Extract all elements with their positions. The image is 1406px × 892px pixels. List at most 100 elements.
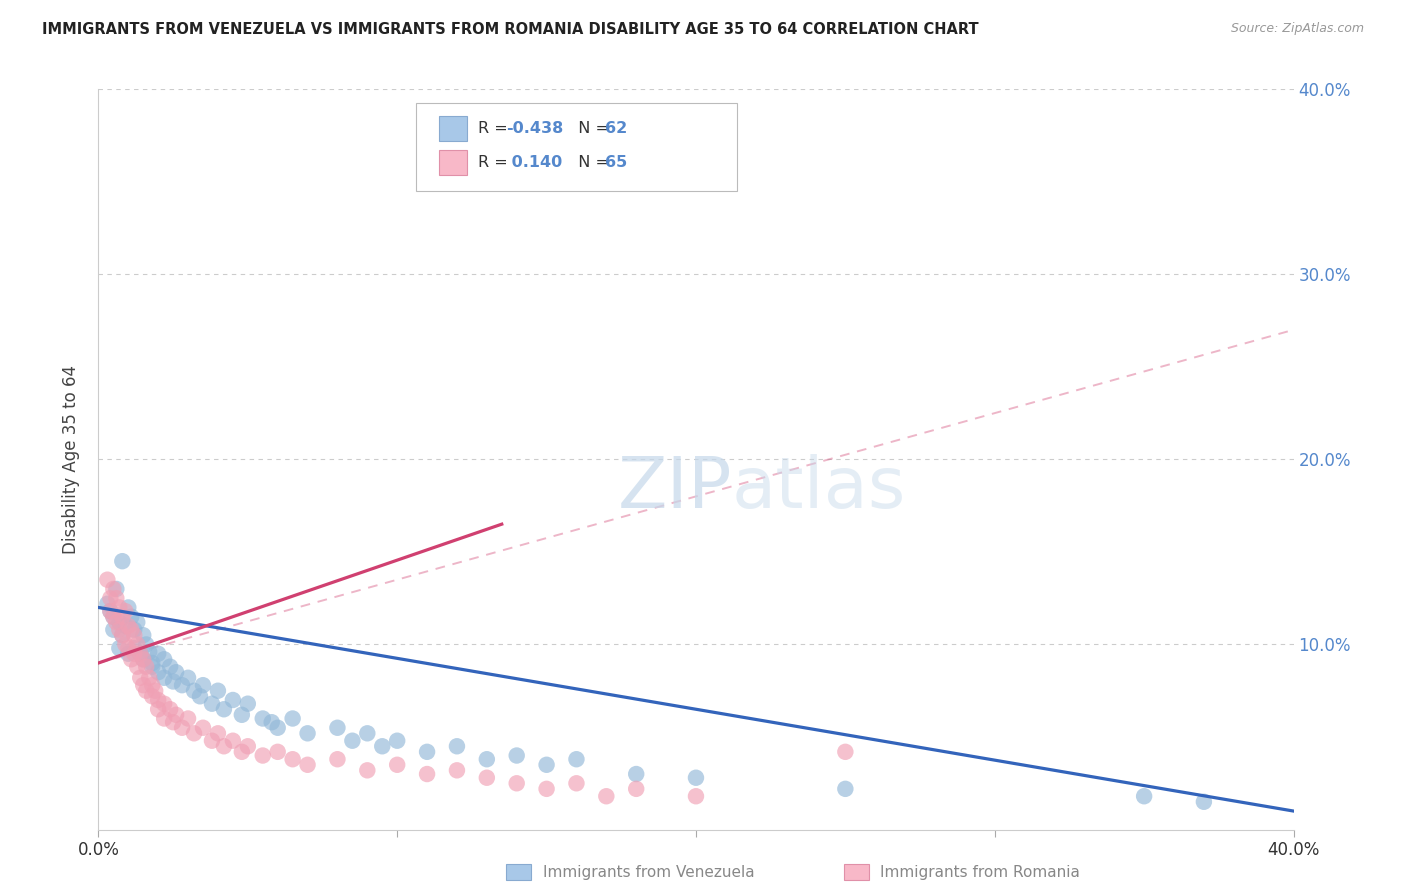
Point — [124, 647, 146, 661]
Point — [98, 591, 122, 606]
Point — [120, 652, 142, 666]
Point — [117, 600, 139, 615]
Point — [252, 712, 274, 726]
Point — [252, 748, 274, 763]
Point — [326, 752, 349, 766]
Point — [183, 726, 205, 740]
Point — [207, 683, 229, 698]
Text: ZIP: ZIP — [617, 455, 733, 524]
Point — [111, 609, 134, 624]
Point — [111, 628, 134, 642]
Point — [446, 764, 468, 778]
Point — [267, 745, 290, 759]
Point — [236, 697, 259, 711]
Point — [129, 671, 152, 685]
Point — [117, 641, 139, 656]
Point — [108, 641, 131, 656]
Point — [127, 615, 149, 630]
Point — [260, 715, 283, 730]
Point — [124, 623, 146, 637]
Point — [148, 665, 170, 680]
Point — [117, 619, 139, 633]
Y-axis label: Disability Age 35 to 64: Disability Age 35 to 64 — [62, 365, 80, 554]
Text: R =: R = — [478, 155, 513, 169]
Point — [111, 554, 134, 568]
Text: 0.140: 0.140 — [506, 155, 562, 169]
Point — [356, 764, 378, 778]
Point — [103, 623, 125, 637]
Point — [177, 712, 200, 726]
Point — [685, 771, 707, 785]
Point — [297, 726, 319, 740]
Point — [98, 604, 122, 618]
Point — [201, 733, 224, 747]
Point — [124, 628, 146, 642]
Point — [103, 609, 125, 624]
Point — [342, 733, 364, 747]
Point — [114, 619, 136, 633]
Point — [141, 678, 163, 692]
Point — [120, 623, 142, 637]
Point — [506, 776, 529, 790]
Point — [565, 752, 588, 766]
Text: -0.438: -0.438 — [506, 121, 564, 136]
Point — [127, 659, 149, 673]
Point — [475, 752, 498, 766]
Point — [536, 781, 558, 796]
Point — [159, 702, 181, 716]
Point — [165, 707, 187, 722]
Text: 65: 65 — [605, 155, 627, 169]
Point — [385, 757, 409, 772]
Point — [834, 745, 856, 759]
Point — [446, 739, 468, 754]
Point — [231, 745, 253, 759]
Point — [98, 604, 122, 618]
Point — [141, 690, 163, 704]
Point — [201, 697, 224, 711]
Point — [565, 776, 588, 790]
Point — [1133, 789, 1156, 804]
Point — [222, 733, 245, 747]
Point — [165, 665, 187, 680]
Point — [191, 678, 214, 692]
Point — [135, 659, 157, 673]
Point — [124, 641, 146, 656]
Point — [685, 789, 707, 804]
Point — [143, 683, 166, 698]
Text: Immigrants from Romania: Immigrants from Romania — [880, 865, 1080, 880]
Point — [159, 659, 181, 673]
Point — [153, 652, 176, 666]
Point — [129, 647, 152, 661]
Point — [132, 652, 155, 666]
Point — [207, 726, 229, 740]
Text: atlas: atlas — [733, 455, 907, 524]
Point — [111, 628, 134, 642]
Point — [105, 591, 128, 606]
Text: N =: N = — [568, 155, 614, 169]
Point — [595, 789, 617, 804]
Point — [138, 671, 160, 685]
Point — [536, 757, 558, 772]
Point — [356, 726, 378, 740]
Point — [506, 748, 529, 763]
Point — [267, 721, 290, 735]
Point — [162, 674, 184, 689]
Point — [153, 671, 176, 685]
Point — [172, 721, 194, 735]
Point — [114, 637, 136, 651]
Point — [1192, 795, 1215, 809]
Point — [105, 582, 128, 596]
Point — [222, 693, 245, 707]
Point — [135, 637, 157, 651]
Point — [96, 573, 118, 587]
Point — [135, 683, 157, 698]
Point — [141, 659, 163, 673]
Point — [326, 721, 349, 735]
Point — [626, 781, 648, 796]
Text: 62: 62 — [605, 121, 627, 136]
Text: IMMIGRANTS FROM VENEZUELA VS IMMIGRANTS FROM ROMANIA DISABILITY AGE 35 TO 64 COR: IMMIGRANTS FROM VENEZUELA VS IMMIGRANTS … — [42, 22, 979, 37]
Text: N =: N = — [568, 121, 614, 136]
Point — [120, 609, 142, 624]
Point — [108, 600, 131, 615]
Point — [416, 745, 439, 759]
